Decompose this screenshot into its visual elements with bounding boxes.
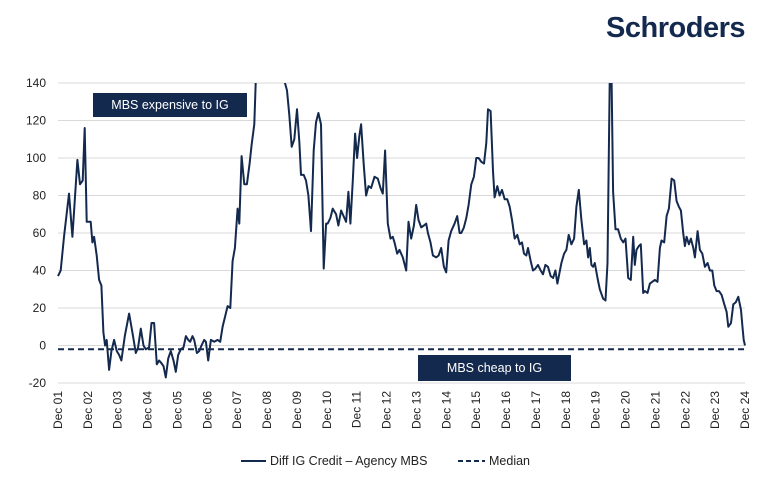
x-tick-label: Dec 09 xyxy=(290,391,304,429)
series-line-diff-ig-credit-agency-mbs xyxy=(57,83,746,379)
x-tick-label: Dec 11 xyxy=(350,391,364,428)
x-tick-label: Dec 24 xyxy=(738,391,752,429)
x-tick-label: Dec 21 xyxy=(648,391,662,429)
x-tick-label: Dec 16 xyxy=(499,391,513,429)
annotation-mbs-expensive: MBS expensive to IG xyxy=(111,98,228,112)
annotation-mbs-cheap: MBS cheap to IG xyxy=(447,361,542,375)
x-tick-label: Dec 07 xyxy=(230,391,244,429)
x-tick-label: Dec 19 xyxy=(589,391,603,429)
legend-label-diff: Diff IG Credit – Agency MBS xyxy=(270,454,427,468)
y-tick-label: 100 xyxy=(26,151,46,165)
x-tick-label: Dec 23 xyxy=(708,391,722,429)
series-layer xyxy=(57,83,746,379)
x-tick-label: Dec 12 xyxy=(380,391,394,429)
y-tick-label: -20 xyxy=(29,376,47,390)
x-axis: Dec 01 Dec 02 Dec 03 Dec 04 Dec 05 Dec 06 Dec … xyxy=(51,391,752,429)
gridlines xyxy=(58,82,745,384)
y-tick-label: 120 xyxy=(26,114,46,128)
annotation-box xyxy=(418,355,571,381)
x-tick-label: Dec 01 xyxy=(51,391,65,429)
x-tick-label: Dec 10 xyxy=(320,391,334,429)
x-tick-label: Dec 14 xyxy=(439,391,453,429)
x-tick-label: Dec 15 xyxy=(469,391,483,429)
x-tick-label: Dec 03 xyxy=(111,391,125,429)
legend: Diff IG Credit – Agency MBS Median xyxy=(241,454,530,468)
schroders-logo: Schroders xyxy=(606,12,745,44)
x-tick-label: Dec 02 xyxy=(81,391,95,429)
y-tick-label: 60 xyxy=(33,226,47,240)
y-axis: -20 0 20 40 60 80 100 120 140 xyxy=(26,76,46,390)
y-tick-label: 0 xyxy=(39,339,46,353)
x-tick-label: Dec 05 xyxy=(170,391,184,429)
annotations: MBS expensive to IG MBS cheap to IG xyxy=(93,93,571,381)
legend-label-median: Median xyxy=(489,454,530,468)
x-tick-label: Dec 04 xyxy=(141,391,155,429)
annotation-box xyxy=(93,93,247,117)
y-tick-label: 20 xyxy=(33,301,47,315)
x-tick-label: Dec 17 xyxy=(529,391,543,429)
x-tick-label: Dec 20 xyxy=(619,391,633,429)
y-tick-label: 80 xyxy=(33,189,47,203)
x-tick-label: Dec 18 xyxy=(559,391,573,429)
y-tick-label: 140 xyxy=(26,76,46,90)
x-tick-label: Dec 22 xyxy=(678,391,692,429)
x-tick-label: Dec 06 xyxy=(200,391,214,429)
x-tick-label: Dec 13 xyxy=(409,391,423,429)
x-tick-label: Dec 08 xyxy=(260,391,274,429)
y-tick-label: 40 xyxy=(33,264,47,278)
